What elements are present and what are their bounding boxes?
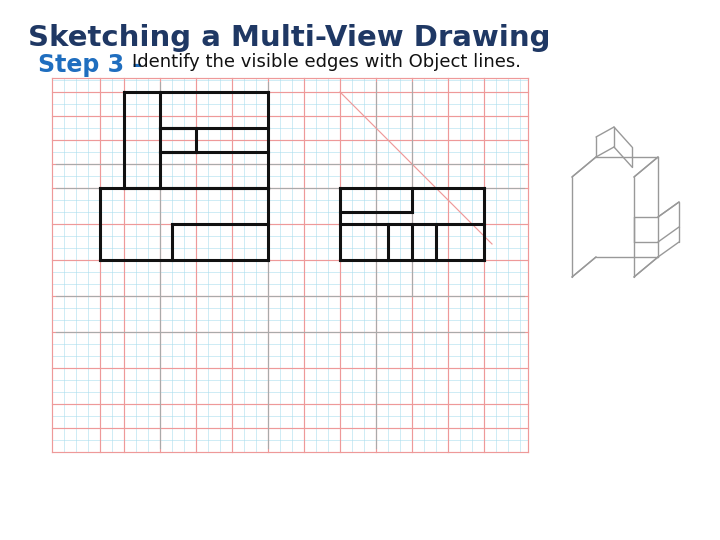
Text: Identify the visible edges with Object lines.: Identify the visible edges with Object l… bbox=[132, 53, 521, 71]
Text: Sketching a Multi-View Drawing: Sketching a Multi-View Drawing bbox=[28, 24, 551, 52]
Text: Step 3 -: Step 3 - bbox=[38, 53, 150, 77]
